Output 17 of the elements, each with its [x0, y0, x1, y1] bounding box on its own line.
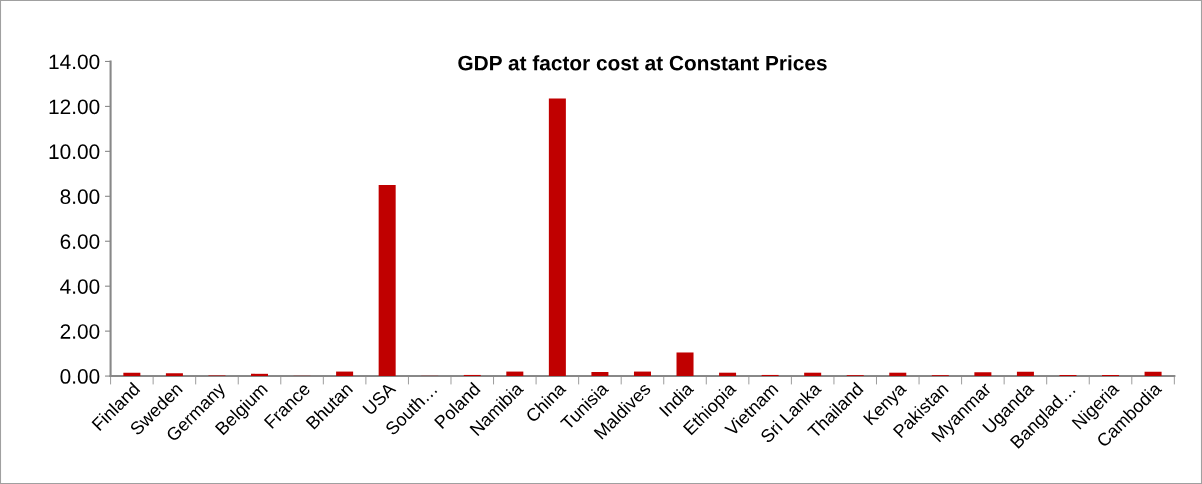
- y-tick-label: 4.00: [60, 279, 100, 294]
- bar: [1016, 371, 1034, 377]
- bar: [165, 373, 183, 377]
- bar: [1144, 371, 1162, 377]
- y-tick-label: 6.00: [60, 234, 100, 249]
- y-tick-label: 2.00: [60, 324, 100, 339]
- y-tick-label: 0.00: [60, 369, 100, 384]
- chart-title: GDP at factor cost at Constant Prices: [458, 55, 827, 71]
- y-tick-label: 8.00: [60, 189, 100, 205]
- y-tick-label: 12.00: [49, 99, 100, 115]
- bar: [974, 372, 992, 377]
- bar: [548, 98, 566, 377]
- y-tick-label: 14.00: [49, 54, 100, 70]
- bar: [591, 372, 609, 377]
- y-tick-label: 10.00: [49, 144, 100, 160]
- bar: [676, 352, 694, 377]
- bar: [378, 185, 396, 377]
